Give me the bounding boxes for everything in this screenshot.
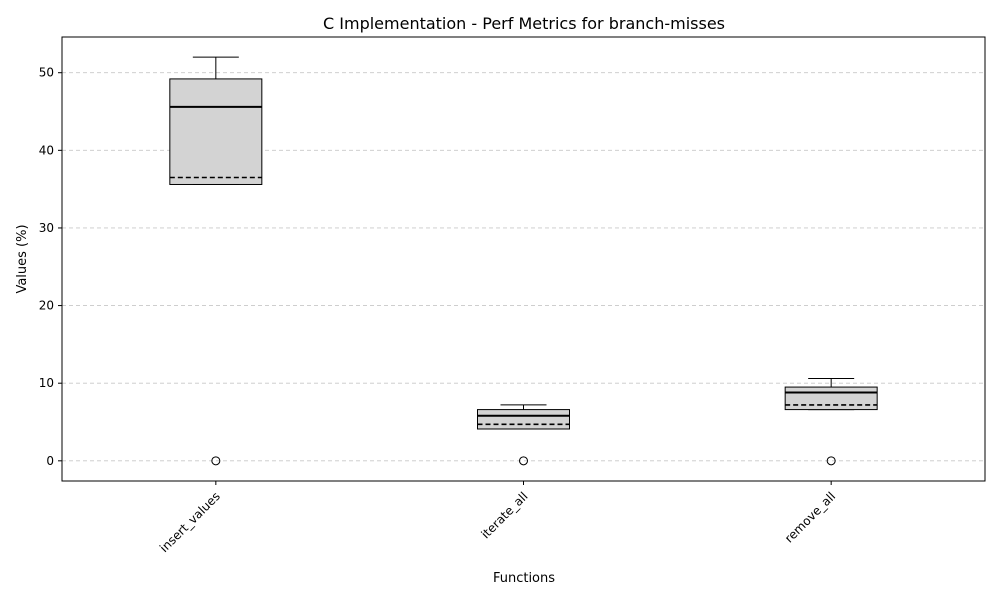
box-insert_values [169,56,263,466]
y-axis-ticks: 0 10 20 30 40 50 [39,66,62,468]
box-series [169,56,878,466]
box-body [477,409,570,430]
chart-title: C Implementation - Perf Metrics for bran… [323,14,725,33]
y-tick-label: 40 [39,143,54,157]
y-tick-label: 20 [39,299,54,313]
x-tick-label: remove_all [782,489,838,545]
outlier-point [826,456,836,466]
box-body [169,78,263,185]
outlier-point [519,456,528,466]
y-tick-label: 10 [39,376,54,390]
y-tick-label: 50 [39,66,54,80]
x-axis-label: Functions [493,571,555,586]
x-tick-label: insert_values [157,489,223,555]
box-iterate_all [477,404,570,466]
box-body [784,386,878,411]
x-tick-label: iterate_all [478,489,530,541]
y-tick-label: 0 [46,454,54,468]
x-axis-ticks: insert_values iterate_all remove_all [157,481,838,555]
y-axis-label: Values (%) [15,224,30,293]
outlier-point [211,456,221,466]
box-remove_all [784,378,878,466]
y-tick-label: 30 [39,221,54,235]
